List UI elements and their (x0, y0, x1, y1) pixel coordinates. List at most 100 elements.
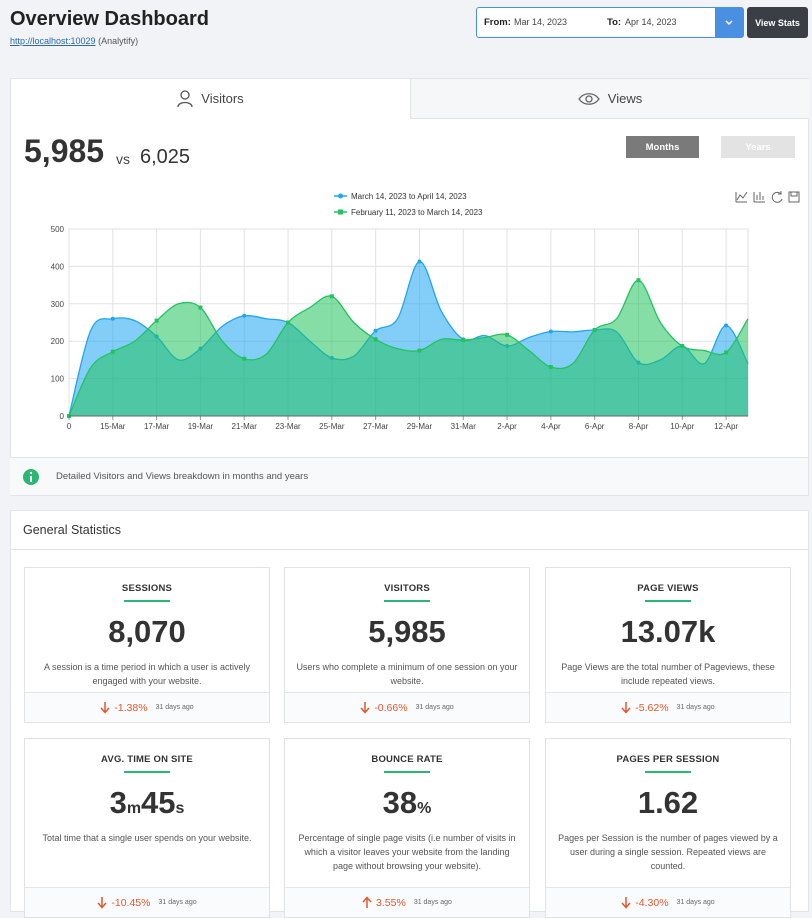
point-marker (286, 320, 291, 325)
point-marker (592, 327, 597, 332)
x-tick-label: 27-Mar (363, 422, 389, 431)
years-button[interactable]: Years (721, 136, 795, 158)
change-period: 31 days ago (415, 704, 454, 711)
stat-card: VISITORS 5,985 Users who complete a minimu… (284, 567, 530, 723)
from-date[interactable]: Mar 14, 2023 (514, 17, 568, 27)
x-tick-label: 25-Mar (319, 422, 345, 431)
tab-views[interactable]: Views (410, 79, 809, 119)
series-area (69, 280, 748, 416)
value-part: s (175, 800, 185, 817)
y-tick-label: 500 (51, 225, 65, 234)
card-title: SESSIONS (121, 583, 173, 594)
card-title: PAGE VIEWS (637, 583, 699, 594)
x-tick-label: 29-Mar (407, 422, 433, 431)
tab-visitors[interactable]: Visitors (11, 79, 410, 118)
page-title: Overview Dashboard (10, 8, 209, 30)
x-tick-label: 19-Mar (188, 422, 214, 431)
point-marker (198, 305, 203, 310)
site-name: (Analytify) (98, 36, 139, 46)
card-description: Pages per Session is the number of pages… (558, 833, 778, 871)
x-tick-label: 17-Mar (144, 422, 170, 431)
info-text: Detailed Visitors and Views breakdown in… (56, 471, 309, 482)
trend-arrow (360, 702, 370, 714)
trend-arrow (621, 702, 631, 714)
x-tick-label: 2-Apr (497, 422, 517, 431)
eye-icon (577, 92, 600, 105)
card-value: 8,070 (25, 612, 269, 652)
title-underline (124, 600, 170, 602)
x-tick-label: 4-Apr (541, 422, 561, 431)
dropdown-button[interactable] (715, 8, 743, 37)
change-period: 31 days ago (158, 899, 197, 906)
title-underline (124, 771, 170, 773)
card-title: PAGES PER SESSION (616, 754, 720, 765)
card-title: BOUNCE RATE (371, 754, 443, 765)
stat-card: SESSIONS 8,070 A session is a time period … (24, 567, 270, 723)
view-stats-button[interactable]: View Stats (747, 7, 808, 38)
card-title: AVG. TIME ON SITE (101, 754, 193, 765)
trend-arrow (97, 897, 107, 909)
legend-marker (338, 209, 343, 215)
card-value: 5,985 (285, 612, 529, 652)
x-tick-label: 8-Apr (629, 422, 649, 431)
value-part: 13.07k (620, 614, 716, 649)
chart-toolbar[interactable] (735, 191, 800, 203)
value-part: 38 (382, 785, 418, 820)
trend-arrow (362, 896, 372, 908)
legend-label: February 11, 2023 to March 14, 2023 (351, 208, 483, 217)
change-value: 3.55% (376, 896, 406, 909)
card-description: Total time that a single user spends on … (42, 833, 252, 843)
stat-card: PAGES PER SESSION 1.62 Pages per Session i… (545, 738, 791, 918)
point-marker (636, 278, 641, 283)
y-tick-label: 0 (60, 412, 65, 421)
point-marker (373, 328, 378, 333)
point-marker (242, 356, 247, 361)
to-date[interactable]: Apr 14, 2023 (625, 17, 677, 27)
legend-label: March 14, 2023 to April 14, 2023 (351, 192, 467, 201)
stats-title: General Statistics (10, 510, 808, 550)
y-tick-label: 200 (51, 337, 65, 346)
point-marker (680, 344, 685, 349)
value-part: 5,985 (368, 614, 446, 649)
card-footer: -4.30% 31 days ago (546, 887, 790, 917)
months-button[interactable]: Months (626, 136, 699, 158)
point-marker (461, 338, 466, 343)
point-marker (242, 313, 247, 318)
title-underline (384, 771, 430, 773)
trend-arrow (621, 897, 631, 909)
title-underline (645, 600, 691, 602)
point-marker (505, 332, 510, 337)
change-period: 31 days ago (676, 704, 715, 711)
value-part: 45 (141, 785, 176, 820)
point-marker (154, 318, 159, 323)
change-value: -10.45% (111, 896, 151, 909)
card-description: A session is a time period in which a us… (43, 662, 251, 686)
site-info: http://localhost:10029 (Analytify) (10, 36, 138, 46)
value-part: 1.62 (637, 785, 699, 820)
card-description: Percentage of single page visits (i.e nu… (298, 833, 516, 871)
date-range[interactable]: From: Mar 14, 2023 To: Apr 14, 2023 (476, 7, 744, 38)
value-part: % (417, 800, 432, 817)
previous-total: 6,025 (140, 146, 191, 168)
legend-marker (338, 193, 343, 199)
site-url[interactable]: http://localhost:10029 (10, 36, 96, 46)
point-marker (110, 316, 115, 321)
info-icon (23, 468, 39, 485)
card-footer: -0.66% 31 days ago (285, 692, 529, 722)
x-tick-label: 15-Mar (100, 422, 126, 431)
card-footer: -5.62% 31 days ago (546, 692, 790, 722)
value-part: 3 (109, 785, 127, 820)
y-tick-label: 400 (51, 262, 65, 271)
card-description: Page Views are the total number of Pagev… (561, 662, 775, 686)
value-part: m (126, 800, 142, 817)
title-underline (384, 600, 430, 602)
change-period: 31 days ago (413, 899, 452, 906)
chart: 0 100 200 300 400 500 0 15-Mar 17-Mar 19-Mar 21-Ma… (51, 191, 800, 431)
change-value: -1.38% (114, 701, 148, 714)
tab-label: Views (607, 91, 643, 106)
tab-label: Visitors (201, 91, 244, 106)
card-footer: -10.45% 31 days ago (25, 887, 269, 917)
card-value: 38% (285, 783, 529, 823)
point-marker (329, 294, 334, 299)
card-description: Users who complete a minimum of one sess… (296, 662, 518, 686)
